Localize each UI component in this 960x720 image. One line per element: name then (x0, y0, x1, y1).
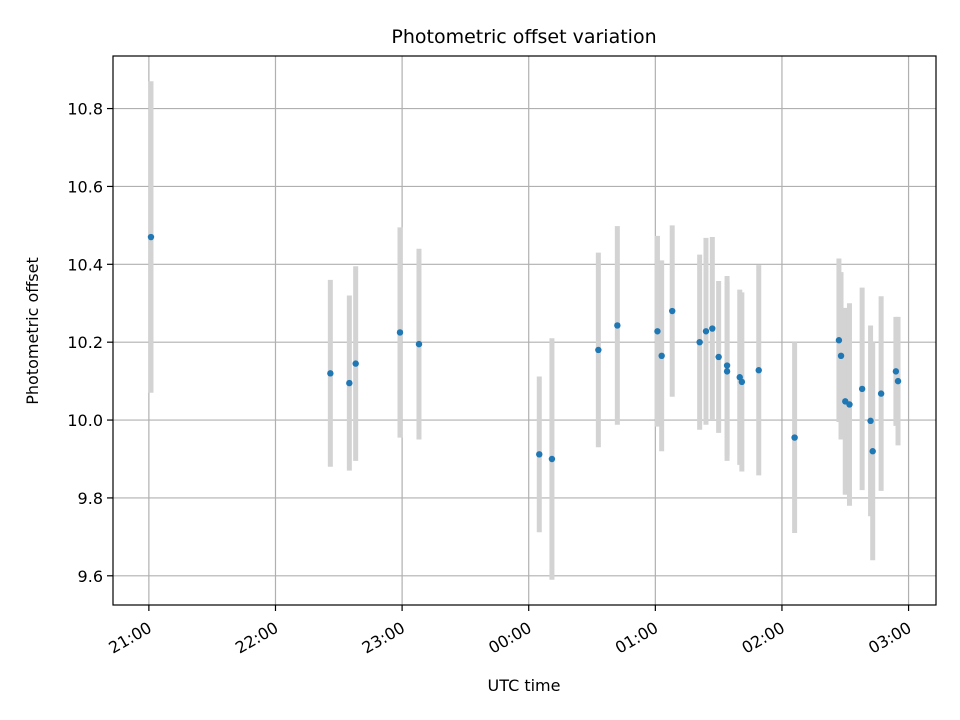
x-tick-label: 21:00 (105, 618, 154, 658)
x-tick-label: 01:00 (612, 618, 661, 658)
data-point (892, 368, 900, 375)
data-point (709, 325, 716, 332)
data-point (846, 401, 853, 408)
data-point (654, 328, 661, 335)
y-axis-ticks: 9.6 9.8 10.0 10.2 10.4 10.6 10.8 (67, 100, 113, 586)
y-tick-label: 10.6 (67, 177, 103, 196)
data-point (614, 322, 621, 329)
data-point (723, 362, 731, 369)
x-axis-ticks: 21:00 22:00 23:00 00:00 01:00 02:00 03:00 (105, 605, 915, 658)
y-tick-label: 10.0 (67, 411, 103, 430)
data-point (869, 448, 876, 455)
y-axis-label: Photometric offset (23, 257, 42, 405)
grid (113, 56, 936, 605)
data-point (352, 360, 359, 367)
data-point (858, 385, 866, 393)
data-point (791, 434, 798, 441)
y-tick-label: 10.4 (67, 255, 103, 274)
data-point (837, 352, 845, 360)
x-tick-label: 00:00 (485, 618, 534, 658)
error-bars (148, 81, 901, 580)
data-point (147, 233, 155, 241)
data-point (396, 329, 404, 336)
y-tick-label: 10.8 (67, 100, 103, 119)
data-point (877, 390, 885, 397)
x-tick-label: 03:00 (865, 618, 914, 658)
data-point (346, 379, 353, 387)
x-tick-label: 23:00 (359, 618, 408, 658)
x-tick-label: 22:00 (232, 618, 281, 658)
y-tick-label: 9.8 (78, 489, 103, 508)
y-tick-label: 10.2 (67, 333, 103, 352)
data-point (835, 337, 843, 344)
y-tick-label: 9.6 (78, 567, 103, 586)
data-point (738, 378, 746, 386)
chart-title: Photometric offset variation (391, 26, 656, 48)
data-point (327, 370, 334, 377)
data-point (723, 368, 731, 375)
data-point (415, 340, 423, 348)
data-point (595, 346, 602, 354)
data-point (702, 328, 710, 335)
data-point (894, 377, 902, 385)
data-point (669, 307, 676, 315)
x-tick-label: 02:00 (739, 618, 788, 658)
data-points (147, 233, 902, 463)
data-point (755, 367, 762, 374)
data-point (658, 352, 665, 360)
x-axis-label: UTC time (488, 676, 561, 695)
data-point (696, 338, 703, 346)
data-point (715, 353, 722, 361)
plot-frame (112, 55, 937, 606)
data-point (548, 455, 556, 463)
data-point (867, 417, 874, 425)
data-point (536, 451, 543, 458)
